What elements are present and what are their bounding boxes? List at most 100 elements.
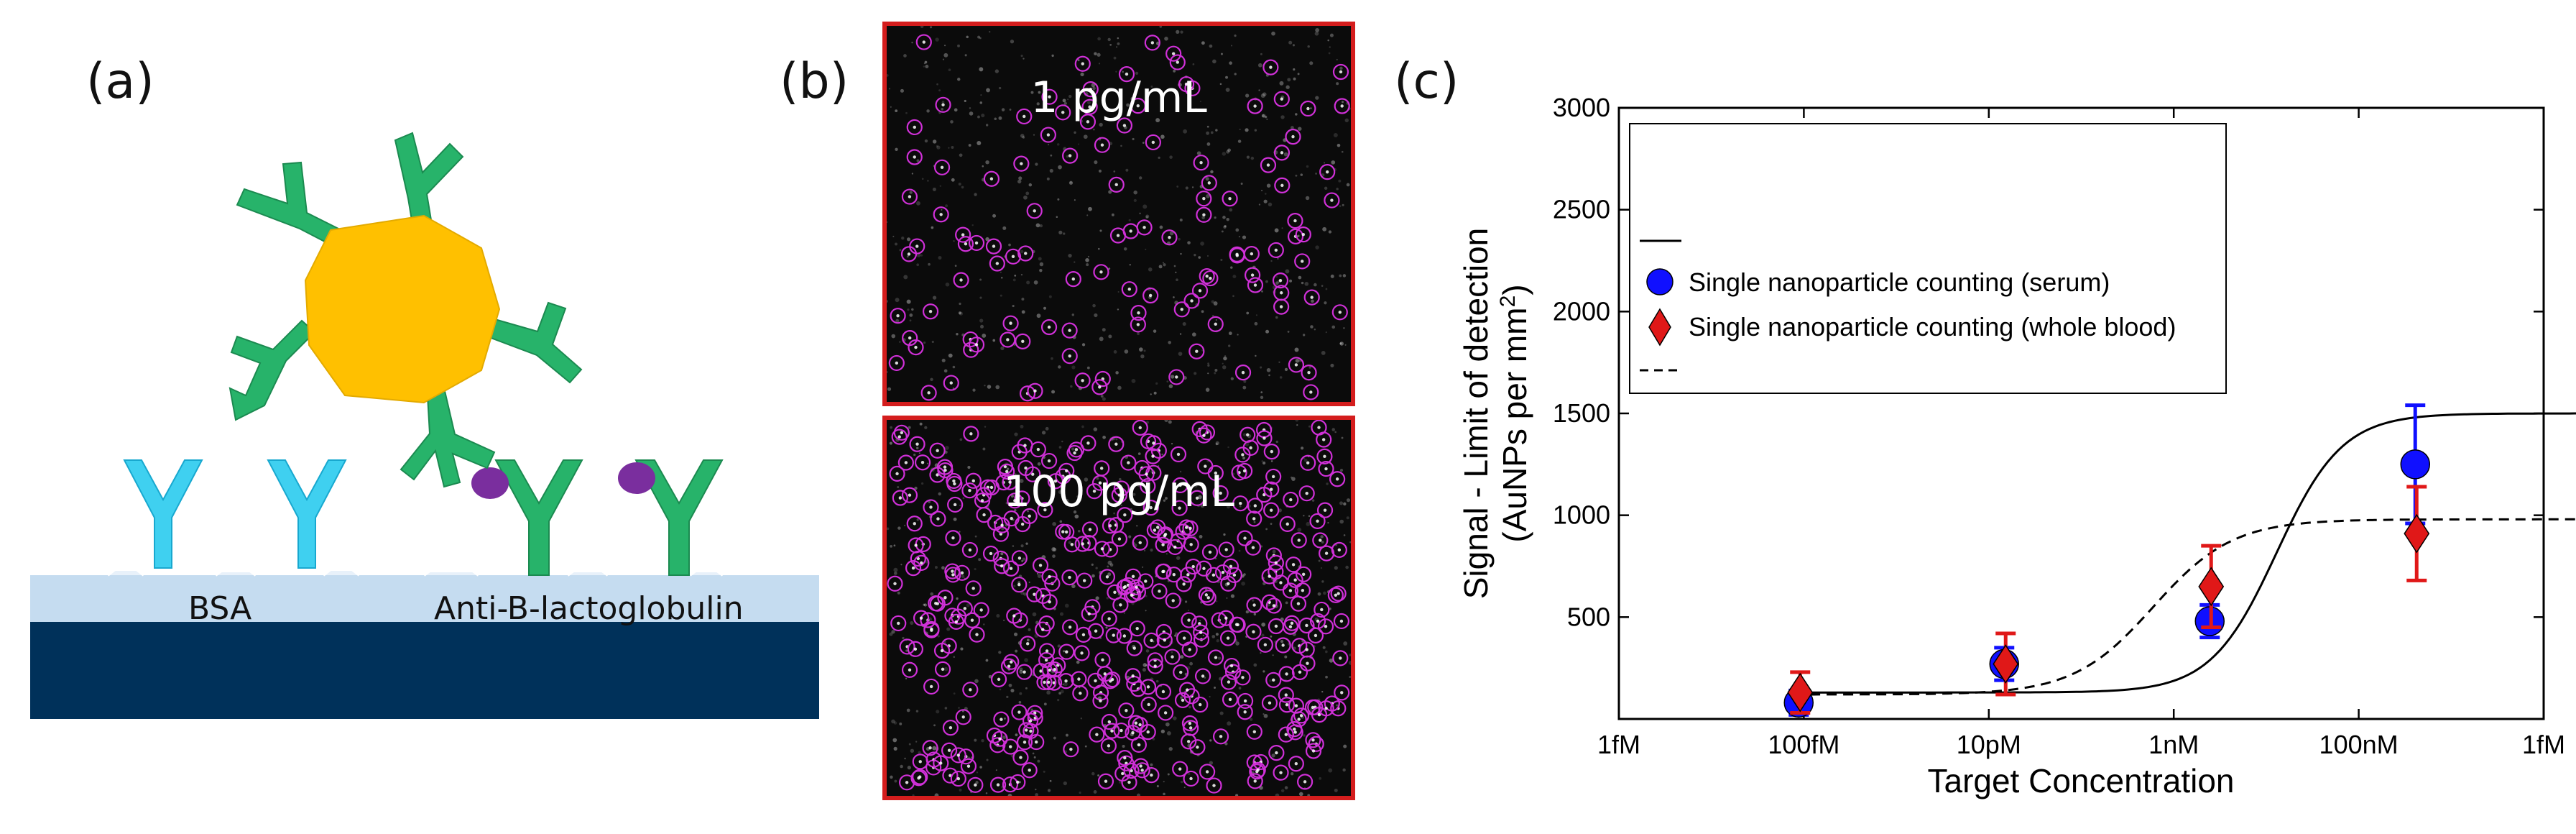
detected-particle-marker — [962, 331, 979, 348]
detected-particle-marker — [1041, 661, 1058, 679]
detected-particle-marker — [1109, 227, 1127, 244]
detected-particle-marker — [929, 442, 946, 459]
detected-particle-marker — [1058, 462, 1075, 479]
detected-particle-marker — [1319, 164, 1336, 180]
y-axis-ticks: 500 1000 1500 2000 2500 3000 — [1553, 93, 2544, 631]
detected-particle-marker — [1324, 192, 1340, 208]
detected-particle-marker — [1000, 331, 1016, 348]
detected-particle-marker — [1194, 668, 1211, 684]
detected-particle-marker — [1179, 682, 1196, 698]
detected-particle-marker — [1316, 502, 1334, 518]
detected-particle-marker — [1164, 649, 1181, 665]
detected-particle-marker — [909, 238, 925, 255]
detected-particle-marker — [1234, 669, 1251, 686]
detected-particle-marker — [1229, 616, 1246, 633]
detected-particle-marker — [1017, 245, 1034, 262]
detected-particle-marker — [1287, 212, 1303, 229]
detected-particle-marker — [1047, 473, 1063, 490]
detected-particle-marker — [1185, 558, 1201, 575]
detected-particle-marker — [1222, 691, 1239, 707]
detected-particle-marker — [1030, 441, 1046, 458]
detected-particle-marker — [890, 615, 907, 632]
legend-box — [1629, 123, 2227, 394]
detected-particle-marker — [1192, 696, 1209, 713]
detected-particle-marker — [1286, 721, 1303, 738]
detected-particle-marker — [1041, 88, 1058, 105]
detected-particle-marker — [1062, 147, 1079, 164]
detected-particle-marker — [1297, 774, 1314, 790]
detected-particle-marker — [1268, 744, 1285, 761]
detected-particle-marker — [1058, 523, 1075, 541]
detected-particle-marker — [1265, 547, 1282, 564]
detected-particle-marker — [1218, 610, 1234, 626]
detected-particle-marker — [1232, 495, 1249, 512]
gold-nanoparticle — [304, 214, 501, 404]
legend-blood-marker — [1648, 308, 1671, 347]
detected-particle-marker — [1182, 520, 1199, 536]
micrograph-low-concentration: 1 pg/mL — [882, 22, 1355, 406]
detected-particle-marker — [1305, 743, 1322, 759]
y-tick-label: 3000 — [1553, 93, 1610, 122]
detected-particle-marker — [1200, 590, 1217, 606]
detected-particle-marker — [1201, 175, 1217, 191]
detected-particle-marker — [1050, 657, 1066, 674]
detected-particle-marker — [1193, 624, 1209, 641]
detected-particle-marker — [1144, 35, 1160, 51]
antigen-1 — [471, 467, 509, 499]
detected-particle-marker — [1016, 664, 1033, 680]
detected-particle-marker — [954, 564, 971, 581]
detected-particle-marker — [1111, 487, 1127, 503]
detected-particle-marker — [965, 580, 982, 597]
detected-particle-marker — [1121, 774, 1137, 791]
detected-particle-marker — [910, 770, 927, 787]
detected-particle-marker — [901, 487, 918, 503]
detected-particle-marker — [933, 206, 949, 223]
bsa-molecule-2 — [267, 459, 347, 569]
detected-particle-marker — [901, 188, 918, 205]
detected-particle-marker — [999, 463, 1015, 480]
detected-particle-marker — [1112, 597, 1129, 613]
substrate-base — [30, 622, 819, 719]
detected-particle-marker — [1014, 490, 1030, 507]
detected-particle-marker — [1015, 333, 1031, 349]
detected-particle-marker — [930, 510, 946, 527]
detected-particle-marker — [989, 255, 1005, 272]
detected-particle-marker — [1268, 554, 1284, 571]
detected-particle-marker — [1076, 572, 1093, 589]
detected-particle-marker — [913, 610, 930, 626]
detected-particle-marker — [942, 720, 959, 736]
detected-particle-marker — [1123, 587, 1140, 603]
detected-particle-marker — [1111, 531, 1128, 547]
detected-particle-marker — [1012, 749, 1029, 766]
detected-particle-marker — [973, 602, 989, 618]
detected-particle-marker — [1309, 613, 1326, 630]
detected-particle-marker — [899, 774, 915, 791]
antigen-2 — [618, 462, 655, 494]
detected-particle-marker — [1288, 756, 1304, 772]
detected-particle-marker — [890, 308, 906, 324]
detected-particle-marker — [994, 558, 1010, 574]
detected-particle-marker — [1330, 585, 1347, 602]
detected-particle-marker — [1155, 536, 1171, 553]
detected-particle-marker — [1003, 654, 1020, 670]
detected-particle-marker — [1333, 613, 1350, 630]
detected-particle-marker — [1196, 427, 1212, 444]
detected-particle-marker — [1191, 283, 1209, 299]
detected-particle-marker — [897, 454, 914, 471]
legend-entry-serum: Single nanoparticle counting (serum) — [1689, 267, 2110, 297]
detected-particle-marker — [961, 541, 979, 559]
detected-particle-marker — [1155, 563, 1172, 579]
fit-curve-dashed — [1793, 518, 2576, 696]
detected-particle-marker — [1027, 705, 1043, 721]
detected-particle-marker — [1089, 726, 1105, 743]
legend: Single nanoparticle counting (serum) Sin… — [1629, 123, 2227, 394]
detected-particle-marker — [1294, 582, 1311, 599]
detected-particle-marker — [913, 554, 930, 571]
detected-particle-marker — [1003, 510, 1020, 527]
detected-particle-marker — [1172, 477, 1188, 493]
detected-particle-marker — [1237, 530, 1253, 546]
detected-particle-marker — [1167, 539, 1183, 556]
detected-particle-marker — [1007, 492, 1023, 509]
detected-particle-marker — [1102, 518, 1119, 534]
detected-particle-marker — [1275, 637, 1291, 654]
